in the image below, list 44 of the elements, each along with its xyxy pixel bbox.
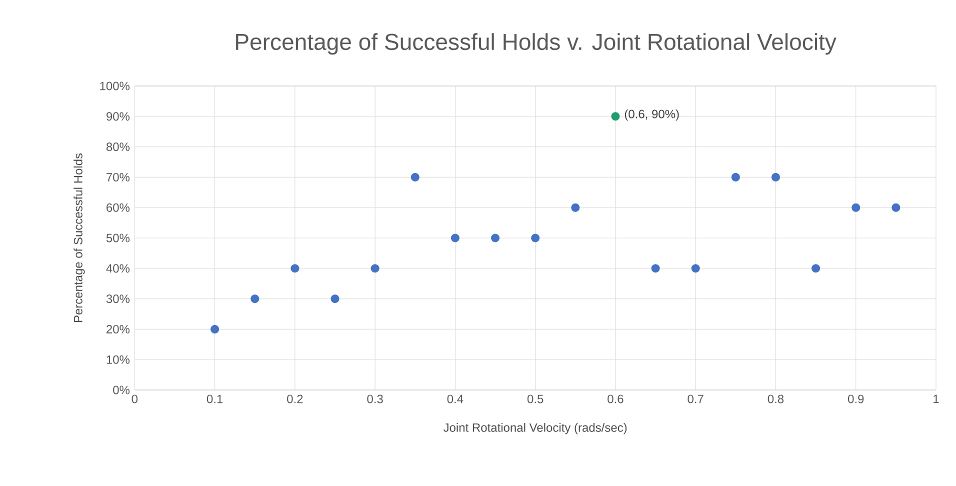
y-tick-label: 70%	[106, 172, 130, 182]
point	[450, 234, 460, 242]
point	[691, 264, 700, 273]
point	[852, 203, 860, 212]
y-tick-label: 50%	[106, 234, 130, 242]
y-tick-label: 100%	[100, 82, 130, 90]
y-tick-label: 40%	[106, 264, 130, 273]
point	[491, 234, 500, 242]
x-tick-label: 0.1	[206, 394, 223, 404]
point	[210, 324, 220, 334]
point	[651, 264, 660, 273]
point	[571, 203, 580, 212]
x-tick-label: 0	[132, 394, 138, 404]
x-tick-label: 0.2	[287, 394, 303, 404]
annotation: (0.6, 90%)	[624, 109, 679, 121]
point	[812, 264, 820, 273]
x-tick-label: 0.8	[768, 394, 784, 404]
point	[771, 172, 780, 182]
point	[892, 203, 900, 212]
point	[290, 264, 300, 273]
x-tick-label: 0.9	[848, 394, 864, 404]
y-tick-label: 0%	[113, 386, 130, 394]
point	[731, 172, 740, 182]
y-tick-label: 80%	[106, 142, 130, 152]
x-tick-label: 1	[934, 394, 939, 403]
x-tick-label: 0.3	[367, 394, 383, 404]
x-axis-title: Joint Rotational Velocity (rads/sec)	[443, 423, 627, 434]
x-tick-label: 0.6	[608, 394, 624, 404]
y-axis-title: Percentage of Successful Holds	[74, 153, 85, 322]
chart-title: Percentage of Successful Holds v. Joint Rotational Velocity	[236, 33, 836, 55]
y-tick-label: 20%	[106, 324, 130, 334]
point	[330, 294, 340, 304]
y-tick-label: 30%	[106, 294, 130, 304]
y-tick-label: 90%	[106, 112, 130, 121]
point	[410, 172, 420, 182]
point	[531, 234, 540, 242]
x-tick-label: 0.5	[527, 394, 544, 404]
point	[370, 264, 380, 273]
point	[611, 112, 620, 121]
point	[250, 294, 260, 304]
y-tick-label: 10%	[106, 355, 130, 364]
x-tick-label: 0.7	[688, 394, 704, 404]
y-tick-label: 60%	[106, 203, 130, 212]
x-tick-label: 0.4	[447, 394, 464, 404]
